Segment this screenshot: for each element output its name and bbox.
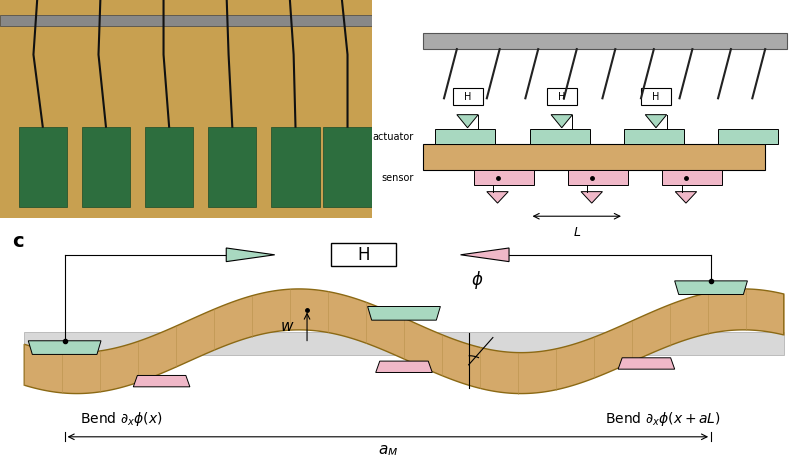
Polygon shape: [331, 243, 396, 266]
Polygon shape: [208, 126, 256, 207]
Polygon shape: [376, 361, 432, 373]
Polygon shape: [457, 115, 478, 128]
Polygon shape: [718, 129, 778, 144]
Text: H: H: [464, 91, 471, 101]
Text: L: L: [573, 226, 580, 239]
Polygon shape: [568, 170, 628, 185]
Polygon shape: [226, 248, 275, 262]
Polygon shape: [624, 129, 684, 144]
Polygon shape: [474, 170, 534, 185]
Polygon shape: [461, 248, 509, 262]
Polygon shape: [24, 332, 784, 355]
Text: c: c: [12, 232, 23, 251]
Polygon shape: [663, 170, 722, 185]
Polygon shape: [133, 375, 190, 387]
Polygon shape: [423, 144, 765, 170]
Polygon shape: [641, 88, 671, 105]
Polygon shape: [486, 192, 508, 203]
Text: Bend $\partial_x\phi(x)$: Bend $\partial_x\phi(x)$: [80, 410, 162, 428]
Polygon shape: [452, 88, 482, 105]
Polygon shape: [19, 126, 67, 207]
Polygon shape: [618, 358, 675, 369]
Text: $w$: $w$: [280, 319, 295, 334]
Text: H: H: [558, 91, 566, 101]
Text: sensor: sensor: [381, 172, 414, 182]
Polygon shape: [0, 15, 372, 26]
Text: Bend $\partial_x\phi(x+aL)$: Bend $\partial_x\phi(x+aL)$: [604, 410, 721, 428]
Polygon shape: [646, 115, 667, 128]
Polygon shape: [581, 192, 603, 203]
Polygon shape: [28, 341, 101, 354]
Polygon shape: [436, 129, 495, 144]
Polygon shape: [675, 281, 747, 294]
Polygon shape: [423, 33, 786, 49]
Text: $a_M$: $a_M$: [377, 444, 398, 455]
Polygon shape: [323, 126, 372, 207]
Polygon shape: [675, 192, 696, 203]
Polygon shape: [82, 126, 130, 207]
Polygon shape: [24, 289, 784, 394]
Text: $\phi$: $\phi$: [470, 269, 483, 291]
Polygon shape: [0, 0, 372, 218]
Polygon shape: [271, 126, 320, 207]
Text: H: H: [652, 91, 659, 101]
Polygon shape: [547, 88, 577, 105]
Polygon shape: [145, 126, 193, 207]
Text: H: H: [357, 246, 370, 264]
Polygon shape: [530, 129, 590, 144]
Text: actuator: actuator: [372, 132, 414, 142]
Polygon shape: [368, 307, 440, 320]
Polygon shape: [551, 115, 573, 128]
